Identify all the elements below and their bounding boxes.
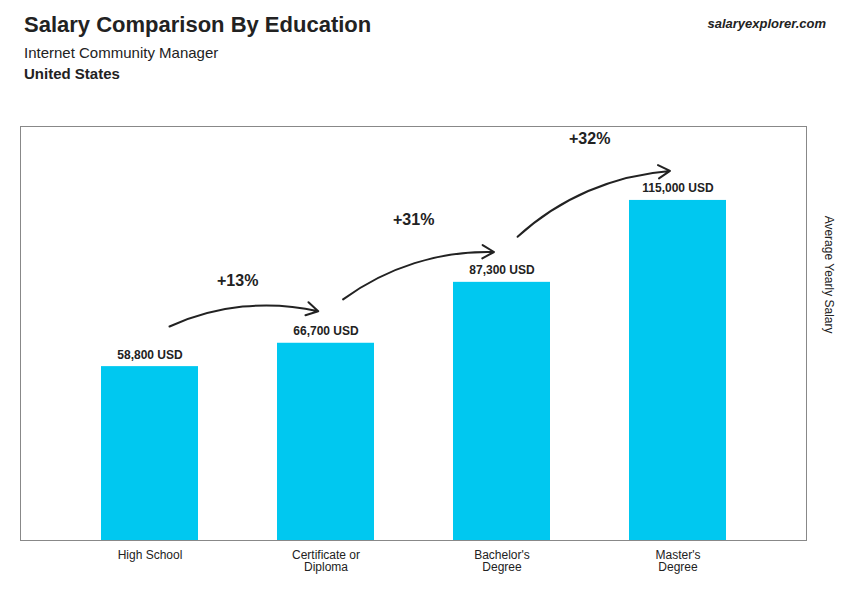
html-text:salaryexplorer.com: salaryexplorer.com	[707, 16, 826, 31]
svg-text:Average Yearly Salary: Average Yearly Salary	[822, 216, 836, 334]
svg-text:115,000 USD: 115,000 USD	[642, 181, 714, 195]
svg-text:+32%: +32%	[569, 130, 610, 147]
html-text:United States: United States	[24, 65, 120, 82]
html-text:Salary Comparison By Education: Salary Comparison By Education	[24, 12, 372, 37]
svg-text:+31%: +31%	[393, 211, 434, 228]
svg-text:Certificate orDiploma: Certificate orDiploma	[292, 548, 360, 574]
svg-text:+13%: +13%	[217, 272, 258, 289]
svg-text:87,300 USD: 87,300 USD	[469, 263, 535, 277]
svg-text:Master'sDegree: Master'sDegree	[656, 548, 701, 574]
svg-text:Bachelor'sDegree: Bachelor'sDegree	[474, 548, 530, 574]
svg-text:66,700 USD: 66,700 USD	[293, 324, 359, 338]
svg-text:High School: High School	[118, 548, 183, 562]
html-text:Internet Community Manager: Internet Community Manager	[24, 44, 219, 61]
svg-text:58,800 USD: 58,800 USD	[117, 348, 183, 362]
